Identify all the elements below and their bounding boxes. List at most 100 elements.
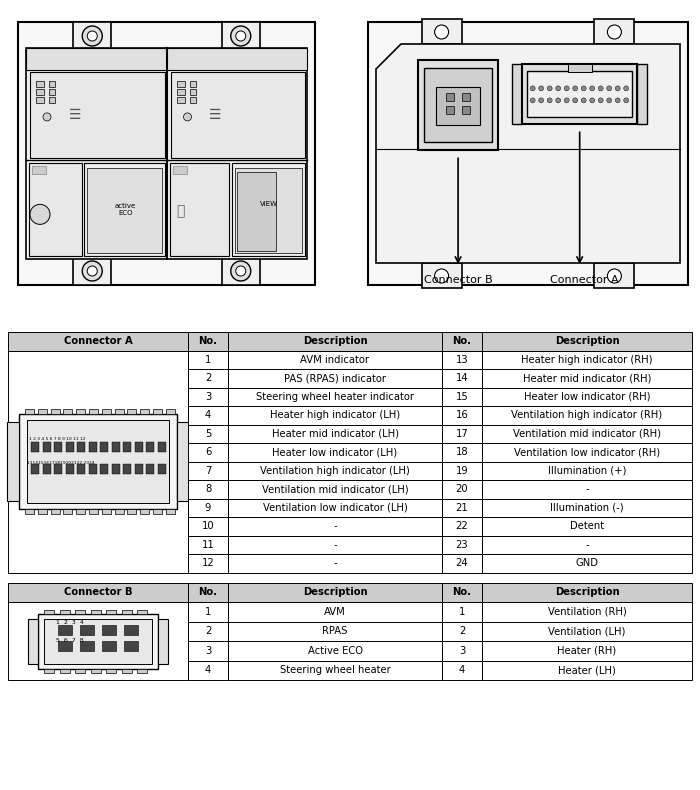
Bar	[228, 554, 442, 573]
Bar	[421, 19, 461, 44]
Bar	[188, 582, 228, 602]
Bar	[140, 509, 149, 514]
Bar	[88, 464, 97, 473]
Text: 20: 20	[456, 484, 468, 495]
Bar	[38, 409, 47, 414]
Bar	[127, 509, 136, 514]
Bar	[237, 172, 276, 251]
Bar	[58, 641, 72, 651]
Bar	[188, 351, 228, 369]
Text: ⛌: ⛌	[176, 205, 185, 218]
Bar	[26, 48, 307, 70]
Circle shape	[564, 98, 569, 103]
Bar	[482, 660, 692, 680]
Bar	[442, 406, 482, 424]
Bar	[18, 22, 315, 285]
Text: 10: 10	[202, 521, 214, 531]
Text: 2: 2	[205, 626, 211, 636]
Bar	[482, 388, 692, 406]
Bar	[446, 93, 454, 101]
Bar	[30, 72, 164, 158]
Bar	[228, 480, 442, 498]
Text: Ventilation high indicator (RH): Ventilation high indicator (RH)	[512, 410, 663, 420]
Bar	[228, 517, 442, 536]
Bar	[568, 64, 592, 73]
Circle shape	[231, 26, 251, 46]
Bar	[188, 641, 228, 660]
Circle shape	[624, 98, 629, 103]
Text: Connector A: Connector A	[64, 337, 132, 346]
Text: 4: 4	[205, 665, 211, 675]
Text: 7: 7	[205, 466, 211, 476]
Bar	[54, 464, 62, 473]
Bar	[228, 406, 442, 424]
Text: Ventilation (RH): Ventilation (RH)	[547, 607, 626, 617]
Bar	[26, 48, 307, 259]
Text: 9: 9	[205, 502, 211, 513]
Bar	[482, 602, 692, 622]
Text: GND: GND	[575, 559, 598, 568]
Bar	[462, 93, 470, 101]
Bar	[166, 409, 175, 414]
Bar	[188, 660, 228, 680]
Bar	[124, 641, 138, 651]
Bar	[442, 602, 482, 622]
Bar	[60, 610, 69, 614]
Bar	[88, 442, 97, 452]
Bar	[29, 163, 83, 256]
Bar	[31, 464, 39, 473]
Text: No.: No.	[199, 337, 218, 346]
Text: Heater (LH): Heater (LH)	[558, 665, 616, 675]
Circle shape	[556, 86, 561, 91]
Bar	[76, 509, 85, 514]
Bar	[442, 332, 482, 351]
Bar	[153, 409, 162, 414]
Circle shape	[608, 269, 622, 283]
Circle shape	[547, 98, 552, 103]
Bar	[482, 461, 692, 480]
Bar	[442, 517, 482, 536]
Bar	[19, 414, 177, 509]
Circle shape	[236, 31, 246, 41]
Bar	[80, 625, 94, 635]
Text: AVM indicator: AVM indicator	[300, 355, 370, 365]
Bar	[100, 464, 108, 473]
Bar	[442, 622, 482, 641]
Bar	[190, 89, 195, 95]
Bar	[50, 509, 60, 514]
Bar	[234, 167, 302, 253]
Bar	[228, 424, 442, 443]
Bar	[418, 60, 498, 150]
Text: 2: 2	[458, 626, 466, 636]
Text: Description: Description	[302, 587, 368, 597]
Text: 21: 21	[456, 502, 468, 513]
Text: ☰: ☰	[69, 108, 81, 122]
Bar	[74, 22, 111, 50]
Text: -: -	[585, 484, 589, 495]
Bar	[28, 619, 38, 664]
Bar	[25, 509, 34, 514]
Bar	[137, 610, 147, 614]
Text: 1: 1	[205, 355, 211, 365]
Text: Steering wheel heater: Steering wheel heater	[279, 665, 391, 675]
Text: Detent: Detent	[570, 521, 604, 531]
Bar	[442, 660, 482, 680]
Bar	[188, 461, 228, 480]
Text: Ventilation mid indicator (LH): Ventilation mid indicator (LH)	[262, 484, 408, 495]
Text: Description: Description	[302, 337, 368, 346]
Bar	[176, 81, 185, 87]
Bar	[77, 464, 85, 473]
Bar	[102, 641, 116, 651]
Bar	[106, 610, 116, 614]
Bar	[44, 668, 54, 672]
Bar	[75, 610, 85, 614]
Bar	[31, 442, 39, 452]
Circle shape	[608, 25, 622, 39]
Bar	[188, 554, 228, 573]
Bar	[75, 668, 85, 672]
Bar	[44, 619, 152, 664]
Bar	[50, 409, 60, 414]
Bar	[8, 582, 188, 602]
Text: 4: 4	[205, 410, 211, 420]
Text: 11: 11	[202, 540, 214, 550]
